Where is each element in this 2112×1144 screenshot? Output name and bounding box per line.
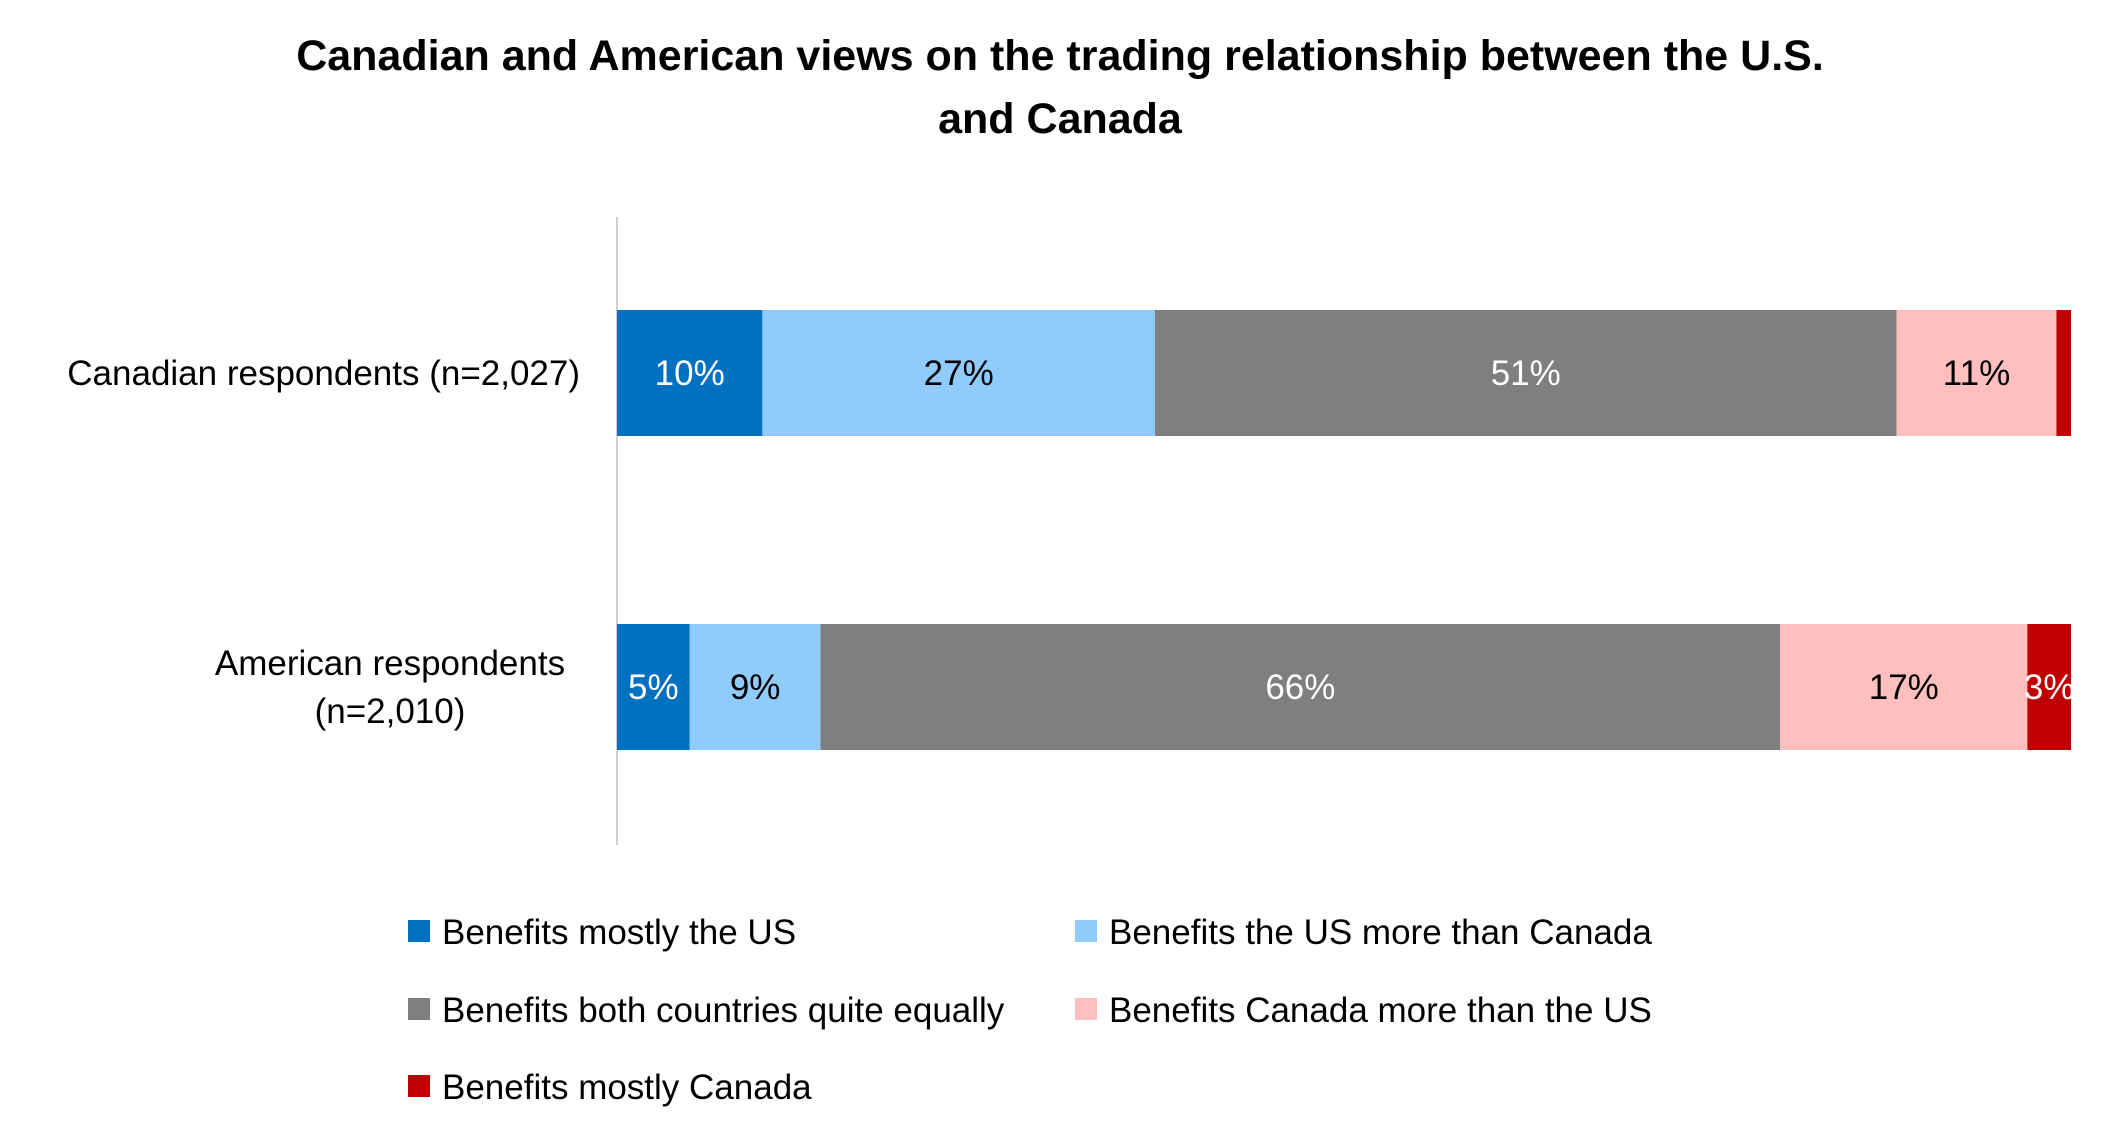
- bar-segment: [1780, 624, 2028, 750]
- legend-label: Benefits mostly Canada: [442, 1068, 812, 1107]
- data-label: 11%: [1943, 354, 2010, 393]
- data-label: 9%: [730, 668, 781, 707]
- legend-label: Benefits the US more than Canada: [1109, 913, 1652, 952]
- legend-label: Benefits both countries quite equally: [442, 991, 1005, 1030]
- data-label: 10%: [655, 354, 725, 393]
- bar-segment: [1896, 310, 2057, 436]
- bar-segment: [617, 624, 690, 750]
- data-label: 17%: [1869, 668, 1939, 707]
- legend-swatch: [408, 998, 430, 1020]
- chart-title: Canadian and American views on the tradi…: [296, 32, 1824, 80]
- legend-label: Benefits mostly the US: [442, 913, 796, 952]
- bar-segment: [617, 310, 763, 436]
- category-label: Canadian respondents (n=2,027): [67, 354, 580, 393]
- data-label: 5%: [628, 668, 679, 707]
- chart-title: and Canada: [938, 95, 1183, 143]
- legend-swatch: [1075, 920, 1097, 942]
- legend-swatch: [408, 920, 430, 942]
- bar-segment: [820, 624, 1781, 750]
- data-label: 51%: [1491, 354, 1561, 393]
- legend-label: Benefits Canada more than the US: [1109, 991, 1652, 1030]
- category-label: American respondents: [215, 644, 565, 683]
- legend-swatch: [408, 1075, 430, 1097]
- data-label: 27%: [924, 354, 994, 393]
- bar-segment: [1154, 310, 1897, 436]
- bar-segment: [2056, 310, 2071, 436]
- data-label: 3%: [2024, 668, 2075, 707]
- legend-swatch: [1075, 998, 1097, 1020]
- category-label: (n=2,010): [315, 692, 466, 731]
- data-label: 66%: [1265, 668, 1335, 707]
- bar-segment: [762, 310, 1155, 436]
- bar-segment: [2027, 624, 2071, 750]
- bar-segment: [689, 624, 821, 750]
